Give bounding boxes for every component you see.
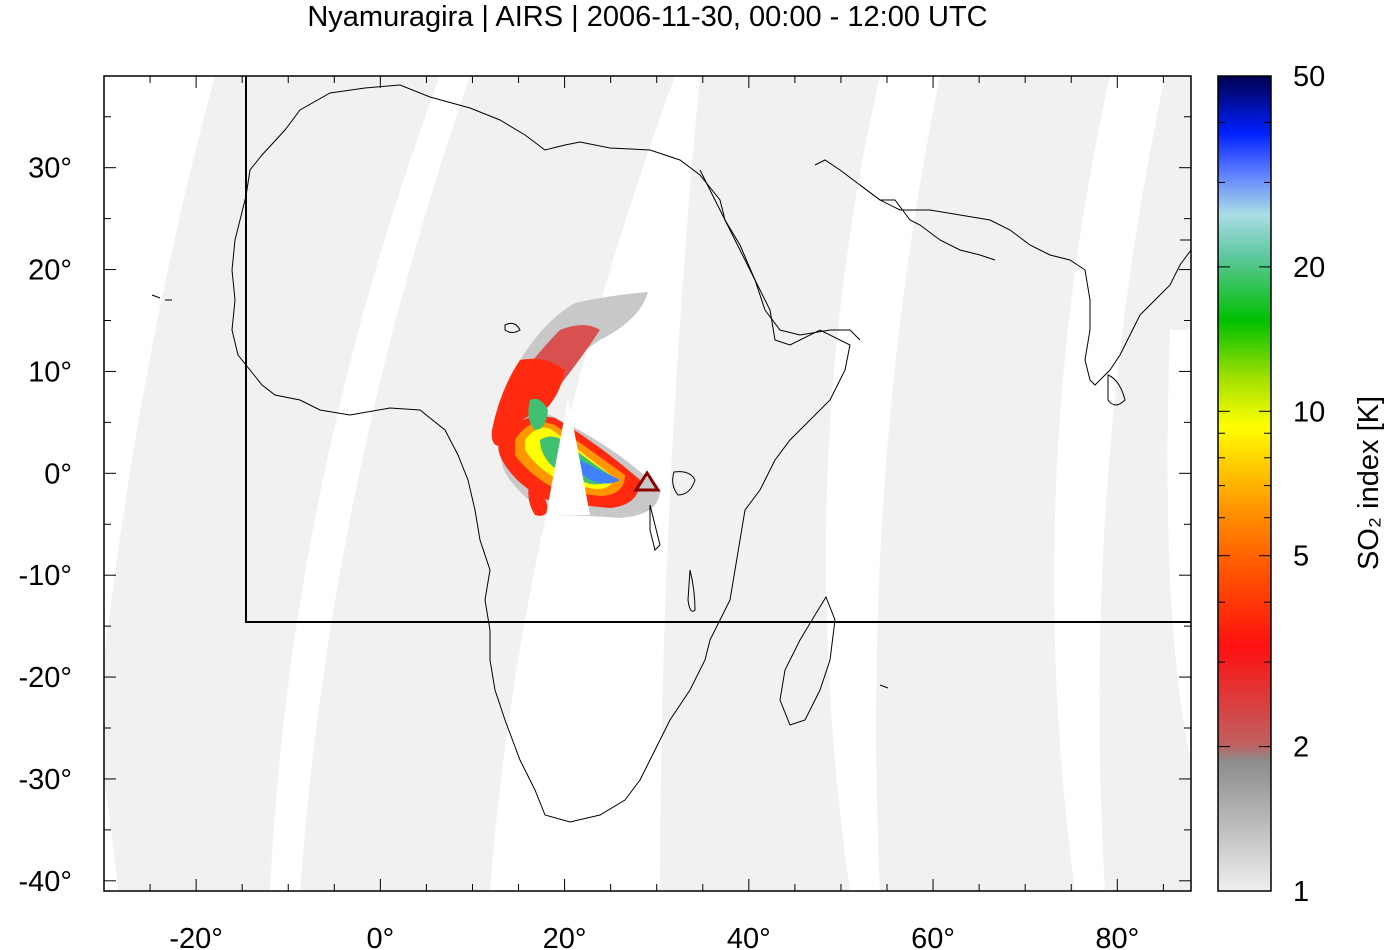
colorbar-tick-label: 10 bbox=[1293, 396, 1325, 428]
y-tick-label: 10° bbox=[28, 356, 72, 388]
colorbar-label: SO₂ index [K] bbox=[1353, 396, 1385, 570]
colorbar-tick-label: 2 bbox=[1293, 732, 1309, 764]
x-tick-label: -20° bbox=[169, 923, 223, 950]
x-tick-label: 20° bbox=[543, 923, 587, 950]
coastlines bbox=[151, 84, 1191, 823]
map-frame bbox=[103, 75, 1192, 892]
colorbar-tick-label: 50 bbox=[1293, 61, 1325, 93]
colorbar-tick-label: 5 bbox=[1293, 541, 1309, 573]
region-box bbox=[245, 76, 1191, 623]
colorbar-gradient bbox=[1218, 76, 1271, 891]
volcano-marker-icon bbox=[633, 470, 661, 492]
so2-plume bbox=[491, 292, 660, 518]
y-axis: 30° 20° 10° 0° -10° -20° -30° -40° bbox=[18, 116, 1191, 898]
map-title: Nyamuragira | AIRS | 2006-11-30, 00:00 -… bbox=[307, 1, 988, 33]
colorbar-tick-label: 1 bbox=[1293, 876, 1309, 908]
colorbar: 1 2 5 10 20 50 SO₂ index [K] bbox=[1217, 61, 1385, 908]
y-tick-label: -40° bbox=[18, 866, 72, 898]
y-tick-label: -10° bbox=[18, 560, 72, 592]
y-tick-label: 0° bbox=[44, 458, 72, 490]
y-tick-label: -20° bbox=[18, 662, 72, 694]
map-plot-area bbox=[104, 76, 1191, 891]
x-axis: -20° 0° 20° 40° 60° 80° bbox=[103, 76, 1164, 950]
y-tick-label: 30° bbox=[28, 153, 72, 185]
colorbar-ticks: 1 2 5 10 20 50 bbox=[1218, 61, 1325, 908]
colorbar-frame bbox=[1217, 75, 1272, 892]
x-tick-label: 60° bbox=[911, 923, 955, 950]
colorbar-tick-label: 20 bbox=[1293, 252, 1325, 284]
x-tick-label: 0° bbox=[366, 923, 394, 950]
y-tick-label: 20° bbox=[28, 255, 72, 287]
x-tick-label: 40° bbox=[727, 923, 771, 950]
y-tick-label: -30° bbox=[18, 764, 72, 796]
x-tick-label: 80° bbox=[1095, 923, 1139, 950]
